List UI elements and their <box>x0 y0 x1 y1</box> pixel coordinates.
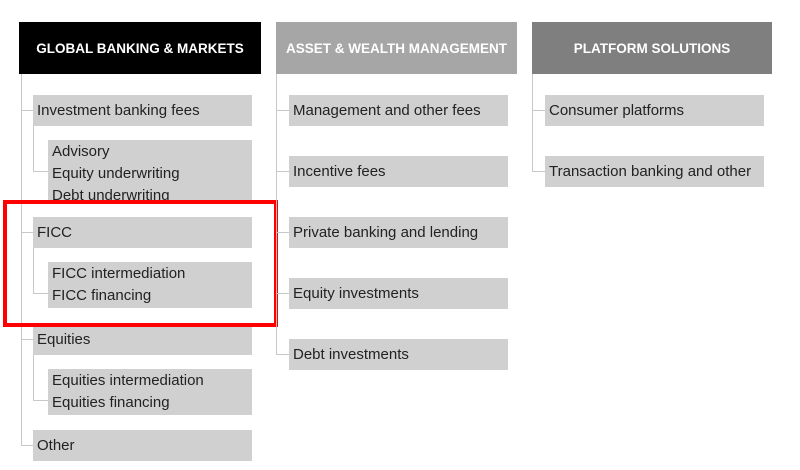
tree-line <box>33 248 34 294</box>
tree-line <box>21 445 33 446</box>
tree-line <box>276 110 289 111</box>
sub-list-ficc: FICC intermediation FICC financing <box>48 262 252 308</box>
item-equities: Equities <box>33 324 252 355</box>
highlight-box-ficc <box>3 200 278 327</box>
tree-line <box>276 293 289 294</box>
sub-item: Debt underwriting <box>52 187 170 204</box>
item-consumer-platforms: Consumer platforms <box>545 95 764 126</box>
sub-item: Equity underwriting <box>52 165 180 182</box>
tree-line <box>532 74 533 172</box>
tree-line <box>276 171 289 172</box>
header-global-banking-markets: GLOBAL BANKING & MARKETS <box>19 22 261 74</box>
tree-line <box>276 74 277 355</box>
item-transaction-banking: Transaction banking and other <box>545 156 764 187</box>
tree-line <box>33 293 48 294</box>
sub-item: FICC financing <box>52 287 152 304</box>
tree-line <box>532 171 545 172</box>
tree-line <box>33 171 48 172</box>
header-asset-wealth-management: ASSET & WEALTH MANAGEMENT <box>276 22 517 74</box>
tree-line <box>21 110 33 111</box>
sub-item: FICC intermediation <box>52 265 186 282</box>
sub-list-equities: Equities intermediation Equities financi… <box>48 369 252 415</box>
sub-item: Equities financing <box>52 394 170 411</box>
tree-line <box>33 126 34 172</box>
tree-line <box>276 232 289 233</box>
item-other: Other <box>33 430 252 461</box>
item-equity-investments: Equity investments <box>289 278 508 309</box>
sub-item: Advisory <box>52 143 110 160</box>
tree-line <box>276 354 289 355</box>
tree-line <box>21 74 22 446</box>
tree-line <box>33 400 48 401</box>
tree-line <box>21 339 33 340</box>
item-investment-banking-fees: Investment banking fees <box>33 95 252 126</box>
item-management-fees: Management and other fees <box>289 95 508 126</box>
sub-item: Equities intermediation <box>52 372 204 389</box>
item-ficc: FICC <box>33 217 252 248</box>
item-debt-investments: Debt investments <box>289 339 508 370</box>
item-incentive-fees: Incentive fees <box>289 156 508 187</box>
header-platform-solutions: PLATFORM SOLUTIONS <box>532 22 772 74</box>
item-private-banking: Private banking and lending <box>289 217 508 248</box>
tree-line <box>21 232 33 233</box>
sub-list-investment-banking: Advisory Equity underwriting Debt underw… <box>48 140 252 204</box>
tree-line <box>33 355 34 401</box>
tree-line <box>532 110 545 111</box>
